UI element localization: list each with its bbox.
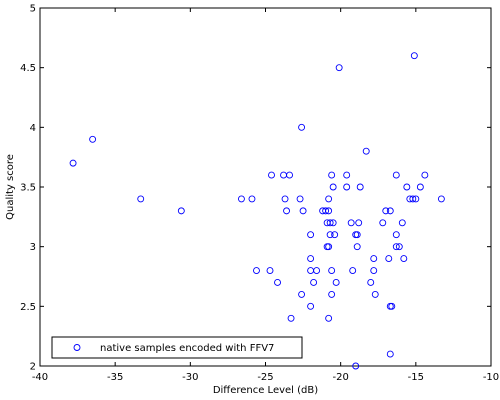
data-point bbox=[329, 219, 337, 227]
data-point bbox=[335, 64, 343, 72]
data-point bbox=[237, 195, 245, 203]
data-point bbox=[362, 147, 370, 155]
data-point bbox=[400, 255, 408, 263]
data-point bbox=[386, 207, 394, 215]
data-point bbox=[137, 195, 145, 203]
data-point bbox=[331, 231, 339, 239]
data-point bbox=[325, 207, 333, 215]
data-point bbox=[286, 171, 294, 179]
data-point bbox=[382, 207, 390, 215]
legend-marker bbox=[73, 344, 81, 351]
y-tick-label: 4 bbox=[30, 123, 36, 134]
data-point bbox=[328, 290, 336, 298]
data-point bbox=[325, 314, 333, 322]
data-point bbox=[274, 279, 281, 286]
data-point bbox=[328, 267, 336, 274]
data-point bbox=[307, 302, 315, 310]
data-point bbox=[313, 267, 321, 274]
data-point bbox=[325, 243, 333, 251]
data-point bbox=[367, 279, 375, 286]
data-point bbox=[248, 195, 256, 203]
data-point bbox=[310, 279, 318, 286]
y-tick-label: 5 bbox=[30, 4, 36, 15]
x-tick-label: -35 bbox=[107, 372, 123, 383]
data-point bbox=[421, 171, 429, 179]
data-point bbox=[89, 135, 97, 143]
data-point bbox=[283, 207, 290, 215]
axes-box bbox=[39, 7, 492, 367]
x-axis-label: Difference Level (dB) bbox=[213, 385, 318, 396]
data-point bbox=[392, 243, 400, 251]
data-point bbox=[307, 255, 315, 263]
data-point bbox=[326, 219, 334, 227]
data-point bbox=[343, 183, 351, 191]
data-point bbox=[371, 290, 379, 298]
data-point bbox=[398, 219, 406, 227]
x-tick-label: -15 bbox=[408, 372, 424, 383]
data-point bbox=[299, 207, 307, 215]
data-point bbox=[298, 123, 306, 131]
data-point bbox=[355, 219, 363, 227]
data-point bbox=[353, 231, 361, 239]
data-point bbox=[370, 267, 378, 274]
data-point bbox=[356, 183, 364, 191]
data-point bbox=[253, 267, 260, 274]
x-tick-label: -40 bbox=[32, 372, 48, 383]
legend: native samples encoded with FFV7 bbox=[51, 336, 303, 359]
y-tick-label: 3.5 bbox=[20, 183, 36, 194]
data-point bbox=[347, 219, 355, 227]
plot-area bbox=[39, 7, 492, 370]
data-point bbox=[322, 207, 330, 215]
data-point bbox=[177, 207, 185, 215]
data-point bbox=[281, 195, 289, 203]
axis-ticks bbox=[39, 7, 492, 367]
data-point bbox=[410, 52, 418, 60]
data-point bbox=[307, 231, 315, 239]
y-tick-label: 4.5 bbox=[20, 63, 36, 74]
data-point bbox=[343, 171, 351, 179]
y-tick-label: 3 bbox=[30, 242, 36, 253]
x-tick-label: -10 bbox=[483, 372, 499, 383]
data-point bbox=[332, 279, 340, 286]
data-point bbox=[326, 231, 334, 239]
data-point bbox=[329, 183, 337, 191]
data-point bbox=[437, 195, 445, 203]
data-point bbox=[392, 171, 400, 179]
data-point bbox=[379, 219, 387, 227]
data-point bbox=[349, 267, 357, 274]
data-point bbox=[266, 267, 274, 274]
data-point bbox=[69, 159, 77, 167]
data-point bbox=[268, 171, 275, 179]
y-tick-label: 2.5 bbox=[20, 302, 36, 313]
tick-labels: -40 -35 -30 -25 -20 -15 -10 2 2.5 3 3.5 4 4.5 5 bbox=[20, 4, 499, 384]
data-point bbox=[296, 195, 304, 203]
data-point bbox=[298, 290, 306, 298]
legend-box bbox=[51, 336, 303, 359]
x-tick-label: -20 bbox=[332, 372, 348, 383]
data-point bbox=[325, 195, 333, 203]
y-tick-label: 2 bbox=[30, 362, 36, 373]
data-point bbox=[353, 243, 361, 251]
x-tick-label: -30 bbox=[182, 372, 198, 383]
data-point bbox=[370, 255, 378, 263]
legend-label: native samples encoded with FFV7 bbox=[100, 343, 274, 354]
data-point bbox=[403, 183, 411, 191]
y-axis-label: Quality score bbox=[5, 154, 16, 220]
data-point bbox=[395, 243, 403, 251]
data-point bbox=[328, 171, 336, 179]
data-point bbox=[392, 231, 400, 239]
data-point bbox=[388, 302, 396, 310]
x-tick-label: -25 bbox=[257, 372, 273, 383]
data-point bbox=[409, 195, 417, 203]
data-point bbox=[386, 350, 394, 358]
data-point bbox=[412, 195, 420, 203]
data-point bbox=[352, 362, 360, 370]
data-points bbox=[69, 52, 445, 370]
data-point bbox=[385, 255, 393, 263]
data-point bbox=[287, 314, 295, 322]
data-point bbox=[416, 183, 424, 191]
